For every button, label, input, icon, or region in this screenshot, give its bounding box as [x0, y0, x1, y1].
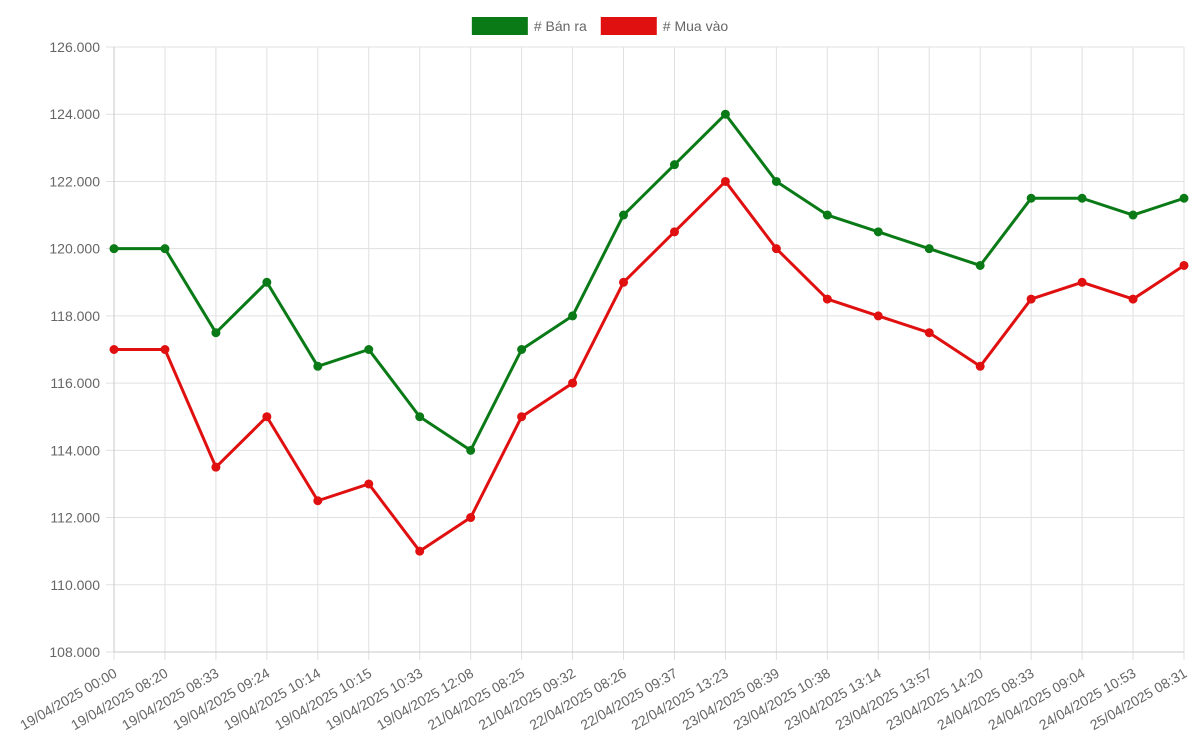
- legend-label: # Bán ra: [534, 18, 587, 34]
- legend: # Bán ra # Mua vào: [471, 17, 729, 35]
- legend-item-1[interactable]: # Mua vào: [600, 17, 729, 35]
- y-axis: 108.000 110.000 112.000 114.000 116.000 118.0…: [49, 39, 100, 660]
- axis-lines: [113, 47, 1184, 653]
- y-tick-label: 126.000: [49, 39, 100, 55]
- data-point[interactable]: [619, 210, 629, 220]
- series-line: [114, 179, 1185, 553]
- y-tick-label: 116.000: [50, 375, 100, 391]
- legend-swatch: [600, 17, 657, 35]
- data-point[interactable]: [822, 210, 832, 220]
- data-point[interactable]: [262, 277, 272, 287]
- y-tick-label: 112.000: [50, 510, 100, 526]
- data-point[interactable]: [262, 412, 272, 422]
- data-point[interactable]: [313, 496, 323, 506]
- series-line: [114, 112, 1185, 452]
- data-point[interactable]: [1179, 193, 1189, 203]
- x-gridlines: [113, 47, 1185, 660]
- data-point[interactable]: [160, 244, 170, 254]
- data-point[interactable]: [771, 244, 781, 254]
- data-point[interactable]: [466, 445, 476, 455]
- y-gridlines: [106, 46, 1184, 653]
- data-point[interactable]: [924, 328, 934, 338]
- data-point[interactable]: [211, 462, 221, 472]
- data-point[interactable]: [517, 345, 527, 354]
- data-point[interactable]: [1077, 193, 1087, 203]
- data-point[interactable]: [568, 311, 578, 321]
- y-tick-label: 120.000: [49, 241, 100, 257]
- data-point[interactable]: [1026, 193, 1036, 203]
- y-tick-label: 108.000: [49, 644, 100, 660]
- y-tick-label: 124.000: [49, 106, 100, 122]
- series-1: [109, 176, 1189, 556]
- data-point[interactable]: [466, 513, 476, 523]
- data-point[interactable]: [109, 244, 119, 254]
- legend-item-0[interactable]: # Bán ra: [471, 17, 587, 35]
- data-point[interactable]: [364, 479, 374, 489]
- data-point[interactable]: [313, 361, 323, 371]
- y-tick-label: 110.000: [50, 577, 100, 593]
- data-point[interactable]: [619, 277, 629, 287]
- data-point[interactable]: [720, 176, 730, 186]
- data-point[interactable]: [160, 345, 170, 354]
- data-point[interactable]: [1179, 260, 1189, 270]
- y-tick-label: 118.000: [50, 308, 100, 324]
- data-point[interactable]: [1026, 294, 1036, 304]
- y-tick-label: 122.000: [49, 173, 100, 189]
- data-point[interactable]: [975, 260, 985, 270]
- data-point[interactable]: [415, 412, 425, 422]
- data-point[interactable]: [822, 294, 832, 304]
- data-point[interactable]: [771, 176, 781, 186]
- data-point[interactable]: [669, 227, 679, 237]
- legend-label: # Mua vào: [663, 18, 729, 34]
- series-0: [109, 109, 1189, 455]
- series-layer: [109, 109, 1189, 556]
- data-point[interactable]: [364, 345, 374, 354]
- legend-swatch: [471, 17, 528, 35]
- data-point[interactable]: [873, 311, 883, 321]
- data-point[interactable]: [1077, 277, 1087, 287]
- data-point[interactable]: [1128, 294, 1138, 304]
- data-point[interactable]: [415, 546, 425, 556]
- y-tick-label: 114.000: [50, 442, 100, 458]
- data-point[interactable]: [109, 345, 119, 354]
- data-point[interactable]: [568, 378, 578, 388]
- data-point[interactable]: [1128, 210, 1138, 220]
- data-point[interactable]: [720, 109, 730, 119]
- data-point[interactable]: [975, 361, 985, 371]
- data-point[interactable]: [873, 227, 883, 237]
- data-point[interactable]: [517, 412, 527, 422]
- data-point[interactable]: [669, 160, 679, 170]
- data-point[interactable]: [924, 244, 934, 254]
- data-point[interactable]: [211, 328, 221, 338]
